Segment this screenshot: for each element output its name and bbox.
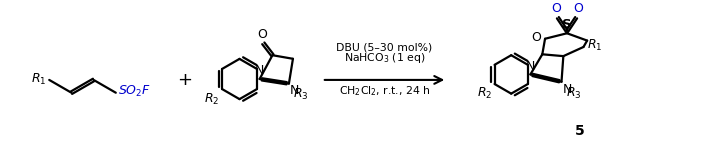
Text: NaHCO$_3$ (1 eq): NaHCO$_3$ (1 eq) <box>344 51 426 65</box>
Text: $R_2$: $R_2$ <box>204 92 220 107</box>
Text: O: O <box>258 28 267 42</box>
Text: S: S <box>562 18 572 31</box>
Text: $R_1$: $R_1$ <box>31 72 47 87</box>
Text: $R_1$: $R_1$ <box>587 38 603 53</box>
Text: 5: 5 <box>575 124 585 138</box>
Text: $R_3$: $R_3$ <box>292 87 308 102</box>
Text: $R_3$: $R_3$ <box>566 85 582 101</box>
Text: N: N <box>562 83 572 96</box>
Text: N: N <box>255 64 264 77</box>
Text: +: + <box>177 71 192 89</box>
Text: $R_2$: $R_2$ <box>477 86 492 101</box>
Text: O: O <box>531 31 541 44</box>
Text: CH$_2$Cl$_2$, r.t., 24 h: CH$_2$Cl$_2$, r.t., 24 h <box>338 84 431 98</box>
Text: N: N <box>290 84 300 97</box>
Text: DBU (5–30 mol%): DBU (5–30 mol%) <box>336 42 433 52</box>
Text: O: O <box>551 2 561 15</box>
Text: $SO_2F$: $SO_2F$ <box>117 84 150 99</box>
Text: N: N <box>526 60 535 73</box>
Text: O: O <box>573 2 583 15</box>
